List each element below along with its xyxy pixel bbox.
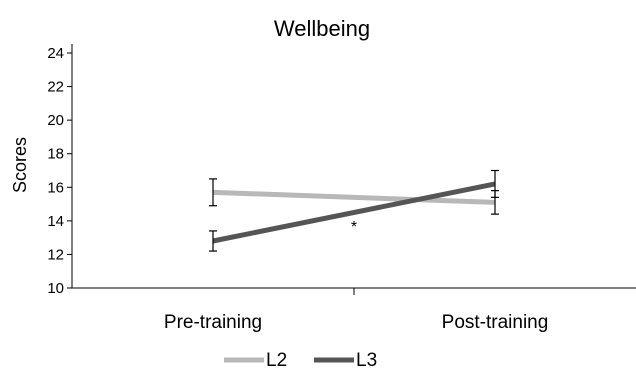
- y-ticks: 10 12 14 16 18 20 22 24: [47, 45, 72, 297]
- series-L3: [209, 169, 499, 252]
- annotation-layer: *: [351, 219, 357, 236]
- legend-label: L3: [356, 350, 377, 371]
- y-axis-label: Scores: [10, 137, 30, 193]
- error-bar-L3: [491, 169, 499, 198]
- series-line-L2: [212, 189, 496, 205]
- y-tick-label: 20: [47, 112, 64, 129]
- y-tick-label: 18: [47, 146, 64, 163]
- y-tick-label: 12: [47, 246, 64, 263]
- x-tick-label: Post-training: [442, 312, 549, 333]
- y-tick-label: 16: [47, 179, 64, 196]
- significance-annotation: *: [351, 219, 357, 236]
- error-bar-L2: [209, 178, 217, 207]
- series-L2: [209, 178, 499, 215]
- error-bar-L3: [209, 230, 217, 252]
- x-ticks: Pre-training Post-training: [164, 288, 548, 333]
- chart-title: Wellbeing: [274, 16, 370, 41]
- legend-label: L2: [266, 350, 287, 371]
- series-line-L3: [212, 181, 496, 244]
- series-layer: [209, 169, 499, 252]
- legend-entry-L3: L3: [314, 350, 377, 371]
- legend: L2 L3: [224, 350, 377, 371]
- y-tick-label: 14: [47, 213, 64, 230]
- y-tick-label: 22: [47, 79, 64, 96]
- legend-entry-L2: L2: [224, 350, 287, 371]
- y-tick-label: 24: [47, 45, 64, 62]
- y-tick-label: 10: [47, 280, 64, 297]
- x-tick-label: Pre-training: [164, 312, 262, 333]
- axes: [71, 44, 636, 289]
